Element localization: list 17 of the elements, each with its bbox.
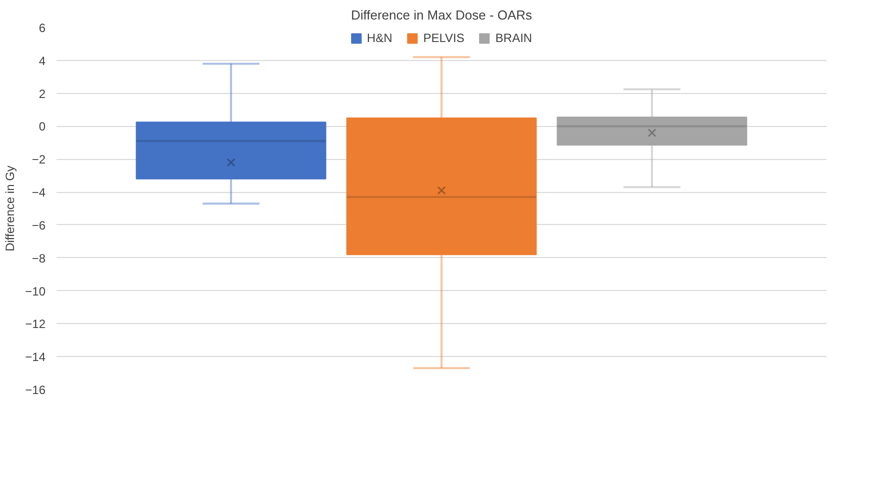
y-tick-label: −4 [32, 186, 46, 200]
y-tick-label: −16 [25, 383, 46, 397]
chart-title: Difference in Max Dose - OARs [350, 8, 533, 22]
y-tick-label: −12 [25, 317, 46, 332]
legend-label: PELVIS [423, 31, 464, 45]
y-tick-label: 6 [38, 21, 46, 35]
legend-label: H&N [366, 31, 392, 45]
y-tick-label: −6 [32, 218, 46, 232]
y-tick-label: 2 [38, 86, 46, 101]
legend-label: BRAIN [495, 31, 532, 45]
y-tick-label: 4 [38, 54, 46, 68]
y-axis-title: Difference in Gy [3, 166, 18, 252]
y-tick-label: −14 [25, 350, 46, 364]
y-tick-label: −8 [32, 251, 46, 266]
y-tick-label: 0 [38, 120, 46, 134]
y-tick-label: −2 [32, 152, 46, 167]
y-tick-label: −10 [25, 284, 46, 298]
